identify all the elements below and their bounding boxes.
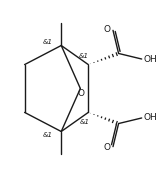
Text: O: O bbox=[104, 143, 110, 152]
Text: &1: &1 bbox=[43, 133, 53, 138]
Text: OH: OH bbox=[143, 55, 157, 64]
Text: O: O bbox=[104, 25, 110, 34]
Text: O: O bbox=[78, 89, 85, 98]
Text: OH: OH bbox=[143, 113, 157, 122]
Text: &1: &1 bbox=[79, 53, 89, 59]
Text: &1: &1 bbox=[43, 39, 53, 44]
Text: &1: &1 bbox=[79, 119, 89, 125]
